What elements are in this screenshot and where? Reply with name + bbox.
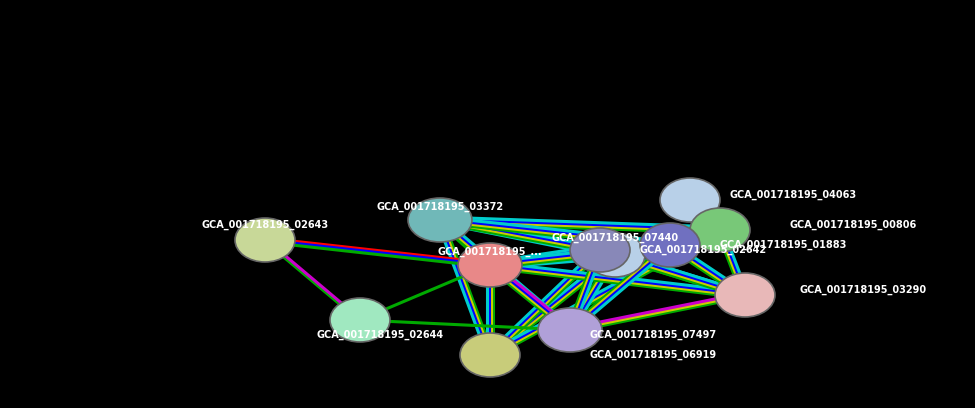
Ellipse shape	[660, 178, 720, 222]
Text: GCA_001718195_02644: GCA_001718195_02644	[317, 330, 444, 340]
Ellipse shape	[715, 273, 775, 317]
Text: GCA_001718195_04063: GCA_001718195_04063	[730, 190, 857, 200]
Text: GCA_001718195_06919: GCA_001718195_06919	[590, 350, 718, 360]
Ellipse shape	[585, 233, 645, 277]
Text: GCA_001718195_02642: GCA_001718195_02642	[640, 245, 767, 255]
Ellipse shape	[235, 218, 295, 262]
Ellipse shape	[408, 198, 472, 242]
Ellipse shape	[538, 308, 602, 352]
Text: GCA_001718195_...: GCA_001718195_...	[438, 247, 542, 257]
Ellipse shape	[458, 243, 522, 287]
Ellipse shape	[460, 333, 520, 377]
Ellipse shape	[640, 223, 700, 267]
Text: GCA_001718195_03372: GCA_001718195_03372	[376, 202, 503, 212]
Text: GCA_001718195_07497: GCA_001718195_07497	[590, 330, 718, 340]
Text: GCA_001718195_00806: GCA_001718195_00806	[790, 220, 917, 230]
Ellipse shape	[570, 228, 630, 272]
Text: GCA_001718195_01883: GCA_001718195_01883	[720, 240, 847, 250]
Ellipse shape	[330, 298, 390, 342]
Text: GCA_001718195_07440: GCA_001718195_07440	[552, 233, 679, 243]
Text: GCA_001718195_02643: GCA_001718195_02643	[202, 220, 329, 230]
Text: GCA_001718195_03290: GCA_001718195_03290	[800, 285, 927, 295]
Ellipse shape	[690, 208, 750, 252]
